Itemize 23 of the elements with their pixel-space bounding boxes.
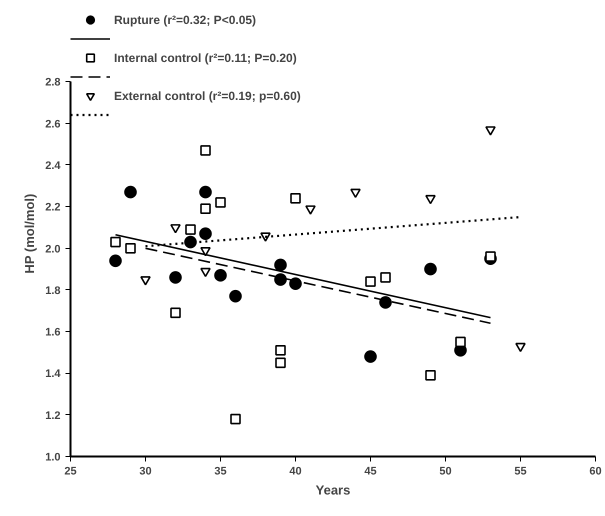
legend-label: Rupture (r²=0.32; P<0.05) [114,12,256,28]
legend-label: Internal control (r²=0.11; P=0.20) [114,50,297,66]
y-tick-label: 2.6 [45,118,61,130]
y-tick-label: 1.6 [45,326,61,339]
x-tick-label: 30 [139,466,152,478]
y-tick-label: 1.4 [45,368,62,380]
y-tick-label: 2.0 [45,243,61,256]
y-tick-label: 2.2 [45,202,61,214]
y-tick-label: 2.4 [45,160,62,172]
x-tick-label: 25 [64,466,77,478]
legend-label: External control (r²=0.19; p=0.60) [114,88,301,104]
y-tick-label: 1.2 [45,410,61,422]
x-axis-title: Years [316,482,350,498]
x-tick-label: 35 [214,466,227,478]
x-tick-label: 40 [289,466,302,478]
y-axis-title: HP (mol/mol) [22,194,38,274]
x-tick-label: 45 [364,466,377,478]
y-tick-label: 1.0 [45,452,61,464]
x-tick-label: 60 [589,466,602,478]
x-tick-label: 50 [439,466,452,478]
y-tick-label: 1.8 [45,284,61,297]
x-tick-label: 55 [514,466,527,478]
y-tick-label: 2.8 [45,76,61,89]
